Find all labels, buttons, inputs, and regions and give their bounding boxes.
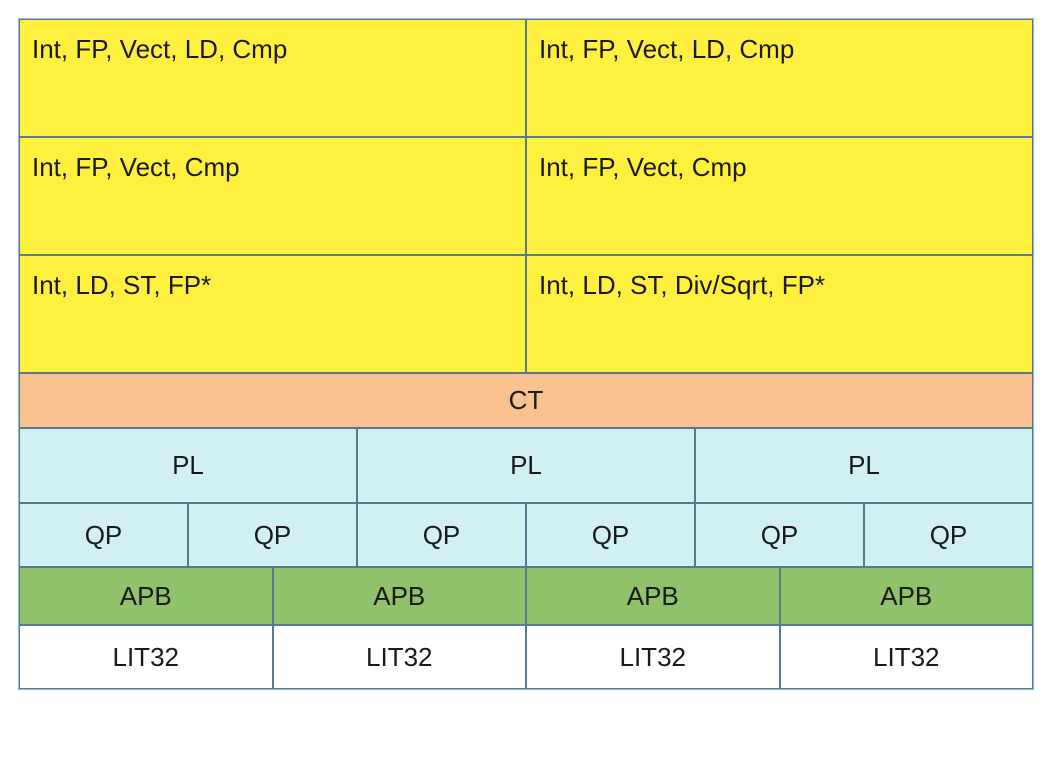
apb-cell-1: APB xyxy=(273,567,527,625)
block-diagram: Int, FP, Vect, LD, Cmp Int, FP, Vect, LD… xyxy=(18,18,1034,690)
exec-row-0: Int, FP, Vect, LD, Cmp Int, FP, Vect, LD… xyxy=(19,19,1033,137)
lit-cell-0: LIT32 xyxy=(19,625,273,689)
qp-cell-5: QP xyxy=(864,503,1033,567)
exec-cell-1-right: Int, FP, Vect, Cmp xyxy=(526,137,1033,255)
pl-cell-1: PL xyxy=(357,428,695,503)
lit-cell-1: LIT32 xyxy=(273,625,527,689)
qp-cell-0: QP xyxy=(19,503,188,567)
exec-cell-0-right: Int, FP, Vect, LD, Cmp xyxy=(526,19,1033,137)
qp-cell-2: QP xyxy=(357,503,526,567)
pl-row: PL PL PL xyxy=(19,428,1033,503)
qp-cell-1: QP xyxy=(188,503,357,567)
pl-cell-0: PL xyxy=(19,428,357,503)
pl-cell-2: PL xyxy=(695,428,1033,503)
exec-cell-2-right: Int, LD, ST, Div/Sqrt, FP* xyxy=(526,255,1033,373)
apb-cell-2: APB xyxy=(526,567,780,625)
lit-cell-3: LIT32 xyxy=(780,625,1034,689)
ct-row: CT xyxy=(19,373,1033,428)
qp-row: QP QP QP QP QP QP xyxy=(19,503,1033,567)
lit-row: LIT32 LIT32 LIT32 LIT32 xyxy=(19,625,1033,689)
qp-cell-3: QP xyxy=(526,503,695,567)
qp-cell-4: QP xyxy=(695,503,864,567)
lit-cell-2: LIT32 xyxy=(526,625,780,689)
apb-row: APB APB APB APB xyxy=(19,567,1033,625)
ct-cell: CT xyxy=(19,373,1033,428)
exec-cell-1-left: Int, FP, Vect, Cmp xyxy=(19,137,526,255)
exec-row-2: Int, LD, ST, FP* Int, LD, ST, Div/Sqrt, … xyxy=(19,255,1033,373)
exec-row-1: Int, FP, Vect, Cmp Int, FP, Vect, Cmp xyxy=(19,137,1033,255)
apb-cell-3: APB xyxy=(780,567,1034,625)
apb-cell-0: APB xyxy=(19,567,273,625)
exec-cell-2-left: Int, LD, ST, FP* xyxy=(19,255,526,373)
exec-cell-0-left: Int, FP, Vect, LD, Cmp xyxy=(19,19,526,137)
